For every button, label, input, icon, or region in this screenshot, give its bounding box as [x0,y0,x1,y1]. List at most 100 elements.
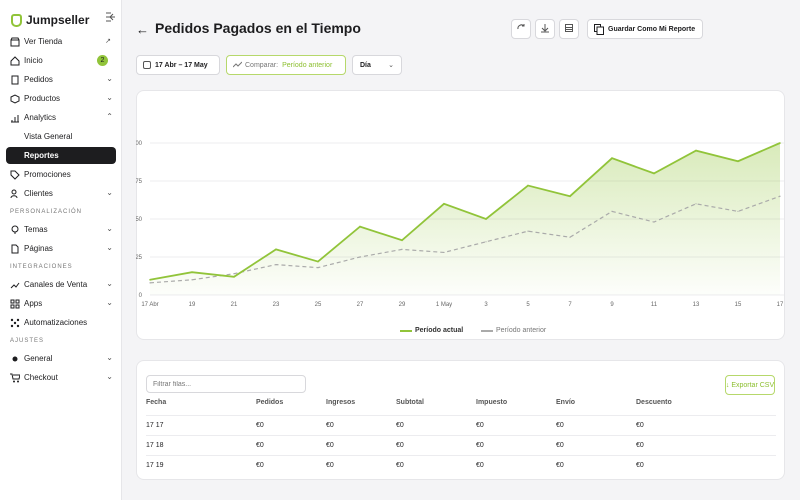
table-cell: €0 [396,462,404,469]
sidebar-item-general[interactable]: General ⌄ [6,350,116,367]
gear-icon [10,354,20,364]
column-header-fecha[interactable]: Fecha [146,399,167,406]
column-header-ingresos[interactable]: Ingresos [326,399,356,406]
chevron-down-icon: ⌄ [388,62,394,69]
table-cell: 17 18 [146,442,164,449]
table-cell: €0 [256,442,264,449]
table-view-button[interactable] [559,19,579,39]
refresh-icon [516,23,526,35]
save-report-button[interactable]: Guardar Como Mi Reporte [587,19,703,39]
sidebar-item-label: Reportes [24,151,59,160]
sidebar-item-productos[interactable]: Productos ⌄ [6,90,116,107]
previous-period-point [233,273,235,275]
previous-period-point [695,203,697,205]
x-tick-label: 19 [189,302,196,308]
box-icon [10,93,20,104]
column-header-pedidos[interactable]: Pedidos [256,399,284,406]
external-link-icon: ↗ [105,38,111,45]
table-cell: €0 [326,442,334,449]
compare-selector[interactable]: Comparar: Período anterior [226,55,346,75]
current-period-point [401,239,403,242]
table-cell: €0 [326,422,334,429]
y-tick-label: 75 [136,179,143,185]
sidebar-item-inicio[interactable]: Inicio 2 [6,52,116,69]
collapse-sidebar-icon[interactable] [105,12,116,22]
x-tick-label: 5 [526,302,530,308]
current-period-point [359,225,361,228]
column-header-descuento[interactable]: Descuento [636,399,672,406]
current-period-point [191,271,193,273]
sidebar-item-canales-de-venta[interactable]: Canales de Venta ⌄ [6,276,116,293]
y-tick-label: 0 [139,293,143,299]
x-tick-label: 15 [735,302,742,308]
sidebar-item-vista-general[interactable]: Vista General [6,128,116,145]
previous-period-point [317,267,319,269]
sidebar-item-temas[interactable]: Temas ⌄ [6,221,116,238]
date-range-label: 17 Abr – 17 May [155,61,208,69]
sidebar-item-label: Checkout [24,373,58,382]
table-row: 17 19 €0 €0 €0 €0 €0 €0 [146,455,776,475]
brand[interactable]: Jumpseller [11,12,89,28]
sidebar-item-reportes[interactable]: Reportes [6,147,116,164]
table-cell: €0 [556,442,564,449]
chevron-down-icon: ⌄ [106,372,113,381]
previous-period-point [485,241,487,243]
x-tick-label: 3 [484,302,488,308]
table-cell: €0 [256,422,264,429]
current-period-point [149,279,151,281]
previous-period-point [527,230,529,232]
sidebar: Jumpseller Ver Tienda ↗ Inicio 2 Pedidos… [0,0,122,500]
table-cell: €0 [636,422,644,429]
sidebar-item-analytics[interactable]: Analytics ⌃ [6,109,116,126]
sidebar-item-apps[interactable]: Apps ⌄ [6,295,116,312]
back-arrow-icon[interactable]: ← [136,22,149,37]
column-header-envio[interactable]: Envío [556,399,576,406]
table-cell: 17 17 [146,422,164,429]
download-button[interactable] [535,19,555,39]
sidebar-item-checkout[interactable]: Checkout ⌄ [6,369,116,386]
sidebar-item-label: Pedidos [24,75,53,84]
save-report-label: Guardar Como Mi Reporte [608,25,696,33]
legend-swatch-previous [481,329,493,332]
legend-label-current: Período actual [415,327,464,334]
granularity-select[interactable]: Día ⌄ [352,55,402,75]
x-tick-label: 1 May [436,302,452,308]
legend-current: Período actual [400,327,463,334]
channels-icon [10,280,20,290]
sidebar-item-label: Clientes [24,189,53,198]
calendar-icon [143,61,151,69]
previous-period-point [191,279,193,281]
export-csv-button[interactable]: ↓ Exportar CSV [725,375,775,395]
previous-period-point [359,256,361,258]
brush-icon [10,225,20,235]
column-header-subtotal[interactable]: Subtotal [396,399,424,406]
refresh-button[interactable] [511,19,531,39]
table-row: 17 17 €0 €0 €0 €0 €0 €0 [146,415,776,435]
column-header-impuesto[interactable]: Impuesto [476,399,508,406]
sidebar-item-pedidos[interactable]: Pedidos ⌄ [6,71,116,88]
sidebar-item-promociones[interactable]: Promociones [6,166,116,183]
section-ajustes: AJUSTES [10,338,45,344]
table-cell: €0 [256,462,264,469]
y-tick-label: 100 [136,141,143,147]
filter-rows-input[interactable] [146,375,306,393]
copy-icon [594,24,604,35]
sidebar-item-clientes[interactable]: Clientes ⌄ [6,185,116,202]
sidebar-item-automatizaciones[interactable]: Automatizaciones [6,314,116,331]
sidebar-item-paginas[interactable]: Páginas ⌄ [6,240,116,257]
home-icon [10,55,20,66]
sidebar-item-ver-tienda[interactable]: Ver Tienda ↗ [6,33,116,50]
date-range-picker[interactable]: 17 Abr – 17 May [136,55,220,75]
previous-period-point [401,248,403,250]
x-tick-label: 17 [777,302,784,308]
current-period-line [149,142,781,281]
section-personalizacion: PERSONALIZACIÓN [10,209,83,215]
page-icon [10,244,20,254]
tag-icon [10,170,20,180]
sidebar-item-label: Inicio [24,56,43,65]
legend-label-previous: Período anterior [496,327,547,334]
current-period-point [485,218,487,220]
table-cell: €0 [476,422,484,429]
chevron-down-icon: ⌄ [106,279,113,288]
previous-period-point [149,282,151,284]
